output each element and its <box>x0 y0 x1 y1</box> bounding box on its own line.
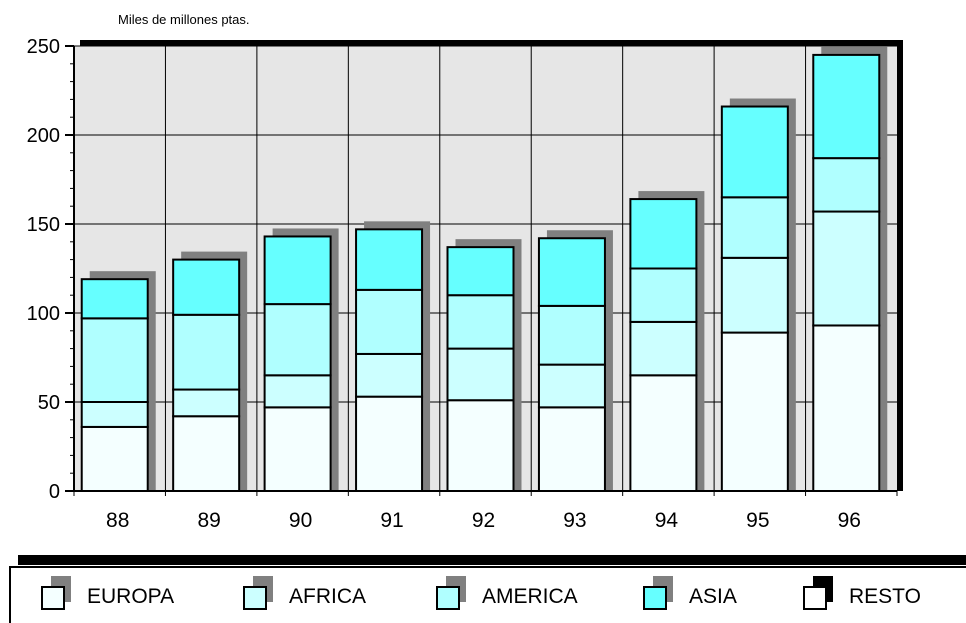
legend-top-bar <box>18 555 966 565</box>
stacked-bar-chart: 88 89 90 91 92 93 94 95 96 0 50 100 150 200 250 <box>27 36 903 532</box>
bar-segment-africa-90 <box>263 374 332 409</box>
x-tick-label: 89 <box>197 509 220 532</box>
x-tick-label: 95 <box>746 509 769 532</box>
bar-segment-america-90 <box>263 303 332 377</box>
y-tick-label: 50 <box>38 392 60 414</box>
x-tick-label: 93 <box>563 509 586 532</box>
bar-segment-asia-95 <box>720 105 789 199</box>
bar-segment-asia-94 <box>629 198 698 270</box>
bar-segment-europa-95 <box>720 331 789 492</box>
legend-swatch <box>643 576 673 612</box>
x-tick-label: 91 <box>380 509 403 532</box>
y-tick-label: 200 <box>27 125 60 147</box>
bar-segment-africa-96 <box>812 210 881 327</box>
plot-frame-top <box>80 40 903 46</box>
bar-segment-america-94 <box>629 267 698 323</box>
bar-segment-asia-90 <box>263 235 332 306</box>
y-tick-label: 0 <box>49 481 60 503</box>
legend-label: AMERICA <box>482 585 578 608</box>
bar-segment-america-88 <box>80 317 149 403</box>
bar-segment-america-93 <box>537 304 606 366</box>
bar-segment-europa-93 <box>537 406 606 492</box>
x-tick-label: 94 <box>655 509 679 532</box>
y-axis-unit-label: Miles de millones ptas. <box>118 12 250 27</box>
legend-item-resto: RESTO <box>803 576 921 612</box>
bar-segment-africa-91 <box>355 352 424 398</box>
legend-swatch <box>41 576 71 612</box>
bar-segment-africa-92 <box>446 347 515 402</box>
y-tick-label: 250 <box>27 36 60 58</box>
plot-frame-right <box>897 40 903 491</box>
bar-segment-africa-88 <box>80 401 149 428</box>
x-tick-label: 90 <box>289 509 312 532</box>
bar-segment-asia-88 <box>80 278 149 320</box>
bar-segment-europa-88 <box>80 425 149 493</box>
bar-segment-africa-94 <box>629 320 698 377</box>
legend-item-asia: ASIA <box>643 576 737 612</box>
legend-swatch <box>803 576 833 612</box>
bar-segment-asia-96 <box>812 53 881 160</box>
bar-segment-america-92 <box>446 294 515 350</box>
bar-segment-europa-96 <box>812 324 881 492</box>
legend-label: ASIA <box>689 585 737 608</box>
bar-segment-africa-95 <box>720 256 789 334</box>
bar-segment-europa-94 <box>629 374 698 492</box>
bar-segment-america-91 <box>355 288 424 355</box>
bar-segment-europa-89 <box>172 415 241 492</box>
bar-segment-america-89 <box>172 313 241 391</box>
x-tick-label: 96 <box>838 509 861 532</box>
bar-segment-europa-90 <box>263 406 332 492</box>
legend-item-america: AMERICA <box>436 576 578 612</box>
x-tick-label: 88 <box>106 509 129 532</box>
y-tick-label: 100 <box>27 303 60 325</box>
legend-label: AFRICA <box>289 585 367 608</box>
bar-segment-america-96 <box>812 157 881 213</box>
legend-label: RESTO <box>849 585 921 608</box>
bar-segment-africa-89 <box>172 388 241 418</box>
legend-swatch <box>243 576 273 612</box>
bar-segment-asia-92 <box>446 246 515 297</box>
bar-segment-africa-93 <box>537 363 606 409</box>
bar-segment-asia-91 <box>355 228 424 291</box>
bar-segment-europa-92 <box>446 399 515 492</box>
legend-item-africa: AFRICA <box>243 576 367 612</box>
bar-segment-america-95 <box>720 196 789 259</box>
bar-segment-europa-91 <box>355 395 424 492</box>
legend-item-europa: EUROPA <box>41 576 175 612</box>
legend-label: EUROPA <box>87 585 175 608</box>
y-tick-label: 150 <box>27 214 60 236</box>
legend: EUROPA AFRICA AMERICA ASIA RESTO <box>9 566 966 623</box>
legend-swatch <box>436 576 466 612</box>
x-tick-label: 92 <box>472 509 495 532</box>
bar-segment-asia-89 <box>172 258 241 316</box>
bar-segment-asia-93 <box>537 237 606 307</box>
